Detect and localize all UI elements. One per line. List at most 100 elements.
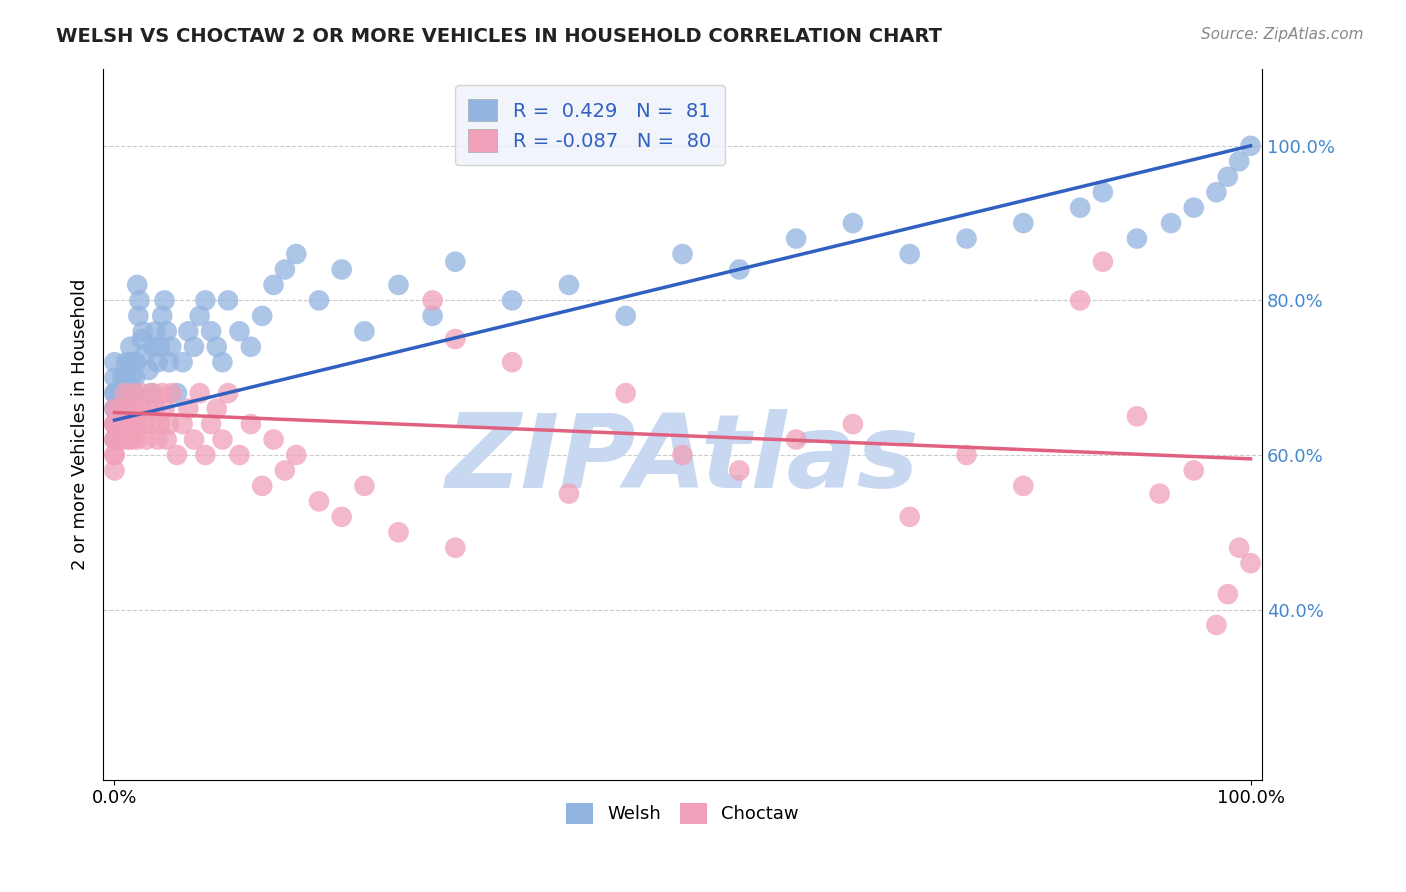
Point — [228, 324, 250, 338]
Point — [103, 463, 125, 477]
Point — [1205, 618, 1227, 632]
Point — [108, 386, 131, 401]
Point — [122, 401, 145, 416]
Point — [239, 340, 262, 354]
Point — [1205, 185, 1227, 199]
Point — [1227, 541, 1250, 555]
Point — [103, 448, 125, 462]
Point — [671, 247, 693, 261]
Point — [153, 293, 176, 308]
Point — [134, 347, 156, 361]
Point — [157, 417, 180, 431]
Point — [132, 417, 155, 431]
Point — [139, 417, 162, 431]
Point — [353, 324, 375, 338]
Point — [239, 417, 262, 431]
Point — [103, 448, 125, 462]
Point — [217, 386, 239, 401]
Point — [228, 448, 250, 462]
Point — [135, 433, 157, 447]
Point — [785, 433, 807, 447]
Point — [387, 525, 409, 540]
Point — [353, 479, 375, 493]
Point — [285, 247, 308, 261]
Point — [153, 401, 176, 416]
Point — [118, 401, 141, 416]
Point — [1149, 486, 1171, 500]
Point — [103, 386, 125, 401]
Y-axis label: 2 or more Vehicles in Household: 2 or more Vehicles in Household — [72, 278, 89, 570]
Point — [211, 433, 233, 447]
Point — [172, 417, 194, 431]
Point — [898, 247, 921, 261]
Point — [121, 355, 143, 369]
Point — [103, 401, 125, 416]
Point — [117, 386, 139, 401]
Point — [205, 401, 228, 416]
Point — [128, 401, 150, 416]
Point — [103, 401, 125, 416]
Point — [1216, 587, 1239, 601]
Point — [149, 340, 172, 354]
Point — [114, 386, 136, 401]
Point — [146, 433, 169, 447]
Point — [205, 340, 228, 354]
Point — [120, 417, 142, 431]
Point — [103, 401, 125, 416]
Point — [103, 417, 125, 431]
Point — [183, 433, 205, 447]
Point — [200, 417, 222, 431]
Point — [114, 386, 136, 401]
Point — [211, 355, 233, 369]
Point — [103, 417, 125, 431]
Point — [146, 355, 169, 369]
Point — [614, 386, 637, 401]
Point — [177, 324, 200, 338]
Point — [117, 433, 139, 447]
Point — [156, 324, 179, 338]
Point — [1182, 463, 1205, 477]
Point — [728, 463, 751, 477]
Point — [121, 386, 143, 401]
Point — [166, 448, 188, 462]
Point — [112, 401, 135, 416]
Point — [145, 401, 167, 416]
Point — [217, 293, 239, 308]
Point — [558, 277, 581, 292]
Point — [1182, 201, 1205, 215]
Point — [263, 433, 285, 447]
Point — [1012, 216, 1035, 230]
Point — [160, 340, 183, 354]
Point — [150, 309, 173, 323]
Point — [614, 309, 637, 323]
Point — [127, 433, 149, 447]
Point — [308, 293, 330, 308]
Point — [138, 401, 160, 416]
Point — [955, 448, 977, 462]
Point — [118, 355, 141, 369]
Point — [112, 401, 135, 416]
Point — [122, 386, 145, 401]
Point — [194, 448, 217, 462]
Point — [103, 433, 125, 447]
Point — [127, 277, 149, 292]
Point — [124, 370, 146, 384]
Point — [274, 463, 297, 477]
Point — [1227, 154, 1250, 169]
Point — [103, 417, 125, 431]
Point — [842, 216, 865, 230]
Point — [274, 262, 297, 277]
Point — [177, 401, 200, 416]
Point — [444, 541, 467, 555]
Point — [444, 254, 467, 268]
Point — [156, 433, 179, 447]
Point — [149, 417, 172, 431]
Point — [955, 231, 977, 245]
Point — [128, 293, 150, 308]
Point — [308, 494, 330, 508]
Point — [1069, 201, 1091, 215]
Point — [200, 324, 222, 338]
Point — [194, 293, 217, 308]
Point — [142, 386, 165, 401]
Point — [145, 324, 167, 338]
